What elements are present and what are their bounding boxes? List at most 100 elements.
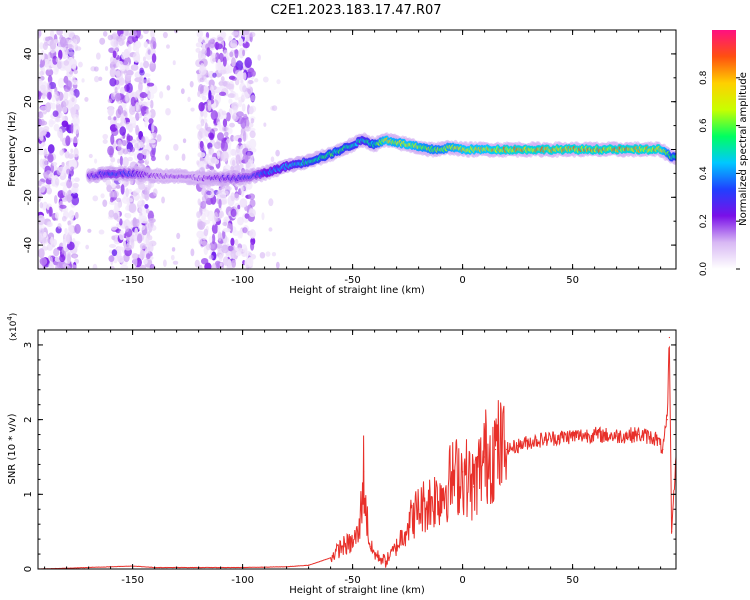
spectrogram-noise-cell (206, 126, 212, 132)
spectrogram-noise-cell (208, 90, 212, 101)
spectrogram-noise-cell (208, 254, 214, 260)
spectrogram-noise-cell (42, 42, 48, 50)
spectrogram-noise-cell (56, 30, 63, 36)
spectrogram-noise-cell (132, 192, 138, 197)
spectrogram-noise-cell (176, 232, 181, 240)
spectrogram-noise-cell (232, 135, 238, 141)
snr-y-tick-label: 3 (23, 342, 34, 348)
spectrogram-noise-cell (138, 205, 144, 213)
spectrogram-noise-cell (105, 179, 111, 187)
spectrogram-noise-cell (108, 243, 117, 249)
spectrogram-noise-cell (212, 57, 217, 62)
spectrogram-noise-cell (54, 212, 59, 219)
spectrogram-noise-cell (92, 263, 98, 269)
spectrogram-noise-cell (219, 69, 227, 75)
snr-y-label: SNR (10 * v/v) (7, 413, 18, 484)
spectrogram-noise-cell (123, 111, 128, 119)
spectrogram-noise-cell (56, 61, 63, 69)
spectrogram-noise-cell (119, 155, 124, 166)
spectrogram-noise-cell (43, 148, 48, 159)
colorbar-tick-label: 0.0 (699, 262, 709, 277)
spectrogram-noise-cell (249, 127, 256, 132)
spectrogram-noise-cell (74, 177, 80, 183)
spectrogram-noise-cell (125, 205, 130, 211)
spectrogram-noise-cell (236, 111, 244, 118)
spectrogram-noise-cell (69, 107, 77, 115)
spectrogram-noise-cell (231, 159, 236, 167)
spectrogram-noise-cell (68, 159, 77, 168)
spectrogram-noise-cell (109, 196, 114, 203)
spectrogram-noise-cell (70, 148, 74, 154)
spectrogram-noise-cell (201, 95, 207, 101)
spectrogram-noise-cell (70, 166, 75, 171)
spectrogram-noise-cell (40, 49, 45, 61)
spectrogram-noise-cell (70, 216, 74, 225)
spectrogram-noise-cell (46, 91, 52, 100)
spectrogram-noise-cell (149, 63, 156, 70)
spectrogram-noise-cell (149, 99, 154, 109)
spectrogram-noise-cell (57, 106, 63, 113)
spectrogram-noise-cell (228, 98, 233, 104)
spectrogram-noise-cell (63, 30, 71, 38)
spectrogram-noise-cell (38, 214, 45, 226)
spectrogram-noise-cell (64, 264, 71, 269)
spectrogram-noise-cell (150, 224, 157, 231)
spectrogram-noise-cell (211, 263, 217, 269)
spectrogram-noise-cell (208, 147, 214, 155)
spectrogram-noise-cell (109, 77, 117, 87)
spectrogram-noise-cell (114, 86, 118, 94)
spectrogram-y-ticks: 40 20 0 -20 -40 (23, 29, 676, 270)
spectrogram-noise-cell (116, 60, 124, 68)
spectrogram-noise-cell (230, 208, 237, 218)
spectrogram-noise-cell (225, 112, 231, 122)
spectrogram-noise-cell (165, 107, 171, 116)
spectrogram-noise-cell (150, 36, 156, 45)
spectrogram-noise-cell (73, 69, 78, 75)
spectrogram-noise-cell (136, 152, 145, 161)
spectrogram-noise-cell (201, 48, 207, 55)
spectrogram-noise-cell (248, 106, 254, 115)
spectrogram-noise-cell (271, 251, 277, 257)
spectrogram-noise-cell (146, 82, 155, 87)
spectrogram-noise-cell (203, 110, 208, 119)
spectrogram-noise-cell (72, 88, 80, 98)
spectrogram-noise-cell (127, 44, 132, 53)
spectrogram-noise-cell (71, 97, 75, 103)
spectrogram-noise-cell (110, 156, 116, 163)
spectrogram-noise-cell (144, 221, 150, 229)
spectrogram-noise-cell (65, 234, 71, 245)
spectrogram-noise-cell (78, 61, 83, 68)
spectrogram-noise-cell (205, 243, 212, 251)
spectrogram-noise-cell (50, 102, 57, 110)
spectrogram-noise-cell (262, 76, 269, 83)
spectrogram-noise-cell (38, 248, 45, 259)
spectrogram-noise-cell (102, 31, 108, 37)
spectrogram-noise-cell (222, 56, 227, 67)
spectrogram-noise-cell (119, 126, 127, 136)
spectrogram-x-ticks: -150 -100 -50 0 50 (44, 30, 662, 286)
spectrogram-noise-cell (248, 138, 257, 150)
spectrogram-noise-cell (228, 245, 235, 252)
spectrogram-noise-cell (222, 125, 228, 132)
spectrogram-noise-cell (210, 157, 216, 164)
spectrogram-noise-cell (122, 60, 129, 66)
spectrogram-noise-cell (55, 177, 60, 186)
snr-point (495, 448, 497, 451)
spectrogram-noise-cell (203, 76, 207, 83)
spectrogram-noise-cell (94, 158, 98, 164)
spectrogram-noise-cell (98, 229, 105, 235)
spectrogram-noise-cell (71, 76, 76, 83)
spectrogram-noise-cell (257, 54, 261, 61)
spectrogram-noise-cell (44, 36, 50, 42)
spectrogram-noise-cell (208, 236, 213, 244)
spectrogram-x-tick-label: 0 (459, 275, 465, 286)
spectrogram-noise-cell (72, 254, 77, 259)
spectrogram-noise-cell (224, 184, 231, 196)
spectrogram-noise-cell (240, 117, 247, 129)
spectrogram-noise-cell (151, 53, 157, 63)
snr-point (358, 531, 360, 533)
spectrogram-noise-cell (137, 200, 142, 206)
spectrogram-noise-cell (221, 244, 230, 254)
spectrogram-noise-cell (67, 56, 74, 65)
spectrogram-noise-cell (230, 237, 235, 247)
